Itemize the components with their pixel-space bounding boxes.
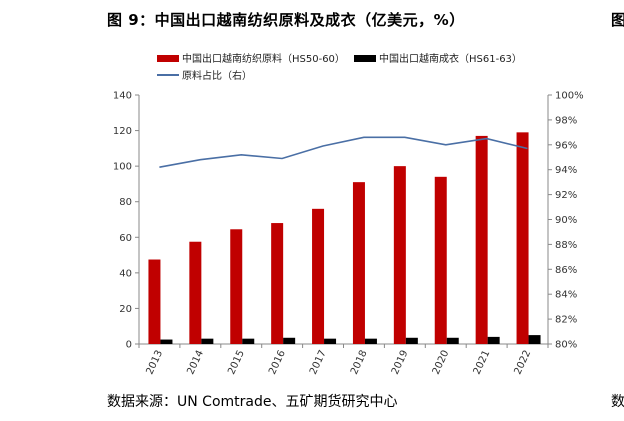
bar-raw-material xyxy=(189,241,202,344)
x-tick-label: 2013 xyxy=(144,349,165,377)
bar-raw-material xyxy=(271,223,284,344)
x-tick-label: 2020 xyxy=(431,349,452,377)
y-right-tick-label: 96% xyxy=(555,140,577,151)
share-line-series xyxy=(159,136,528,168)
legend-label-garments: 中国出口越南成衣（HS61-63） xyxy=(379,52,522,65)
bar-garments xyxy=(201,338,214,344)
y-right-tick-label: 84% xyxy=(555,290,577,301)
y-right-tick-label: 86% xyxy=(555,265,577,276)
x-tick-label: 2021 xyxy=(472,349,493,377)
x-tick-label: 2018 xyxy=(349,349,370,377)
bar-raw-material xyxy=(434,176,447,344)
bar-garments xyxy=(528,335,541,344)
y-right-tick-label: 90% xyxy=(555,215,577,226)
y-left-tick-label: 0 xyxy=(126,340,132,351)
bar-raw-material xyxy=(475,135,488,344)
bar-garments xyxy=(405,337,418,344)
x-tick-label: 2014 xyxy=(185,349,206,377)
cropped-adjacent-title: 图 xyxy=(611,11,624,29)
bar-raw-material xyxy=(312,208,325,344)
chart-title: 图 9：中国出口越南纺织原料及成衣（亿美元，%） xyxy=(107,11,465,29)
y-right-tick-label: 98% xyxy=(555,115,577,126)
cropped-adjacent-source: 数 xyxy=(611,394,624,410)
axes: 0 20 40 60 80 100 120 140 80% 82% 84% 86% 88% 90% 92% 9… xyxy=(113,91,584,377)
bar-garments xyxy=(364,338,377,344)
legend-label-raw-material: 中国出口越南纺织原料（HS50-60） xyxy=(182,52,345,65)
bar-garments xyxy=(324,338,337,344)
y-right-tick-label: 94% xyxy=(555,165,577,176)
y-left-tick-label: 120 xyxy=(113,126,132,137)
bar-garments xyxy=(242,338,255,344)
bar-garments xyxy=(160,339,173,344)
bar-garments xyxy=(446,337,459,344)
bars xyxy=(148,132,541,344)
y-right-tick-label: 82% xyxy=(555,315,577,326)
y-right-tick-label: 88% xyxy=(555,240,577,251)
y-left-tick-label: 100 xyxy=(113,162,132,173)
bar-raw-material xyxy=(148,259,161,344)
x-tick-label: 2022 xyxy=(513,349,534,377)
y-left-tick-label: 80 xyxy=(119,197,132,208)
y-right-tick-label: 80% xyxy=(555,340,577,351)
y-left-tick-label: 20 xyxy=(119,304,132,315)
y-left-tick-label: 140 xyxy=(113,91,132,102)
source-note: 数据来源：UN Comtrade、五矿期货研究中心 xyxy=(107,394,398,410)
legend: 中国出口越南纺织原料（HS50-60） 中国出口越南成衣（HS61-63） 原料… xyxy=(157,52,522,82)
y-right-tick-label: 92% xyxy=(555,190,577,201)
x-tick-label: 2015 xyxy=(226,349,247,377)
share-line xyxy=(159,136,528,168)
x-tick-label: 2019 xyxy=(390,349,411,377)
bar-raw-material xyxy=(230,229,243,344)
bar-garments xyxy=(283,337,296,344)
y-right-tick-label: 100% xyxy=(555,91,584,102)
x-tick-label: 2016 xyxy=(267,349,288,377)
y-left-tick-label: 60 xyxy=(119,233,132,244)
legend-label-share: 原料占比（右） xyxy=(182,69,252,82)
bar-raw-material xyxy=(393,166,406,344)
bar-raw-material xyxy=(516,132,529,344)
y-left-tick-label: 40 xyxy=(119,268,132,279)
bar-garments xyxy=(487,336,500,344)
x-tick-label: 2017 xyxy=(308,349,329,377)
legend-swatch-garments xyxy=(354,55,376,62)
bar-raw-material xyxy=(352,182,365,344)
legend-swatch-raw-material xyxy=(157,55,179,62)
